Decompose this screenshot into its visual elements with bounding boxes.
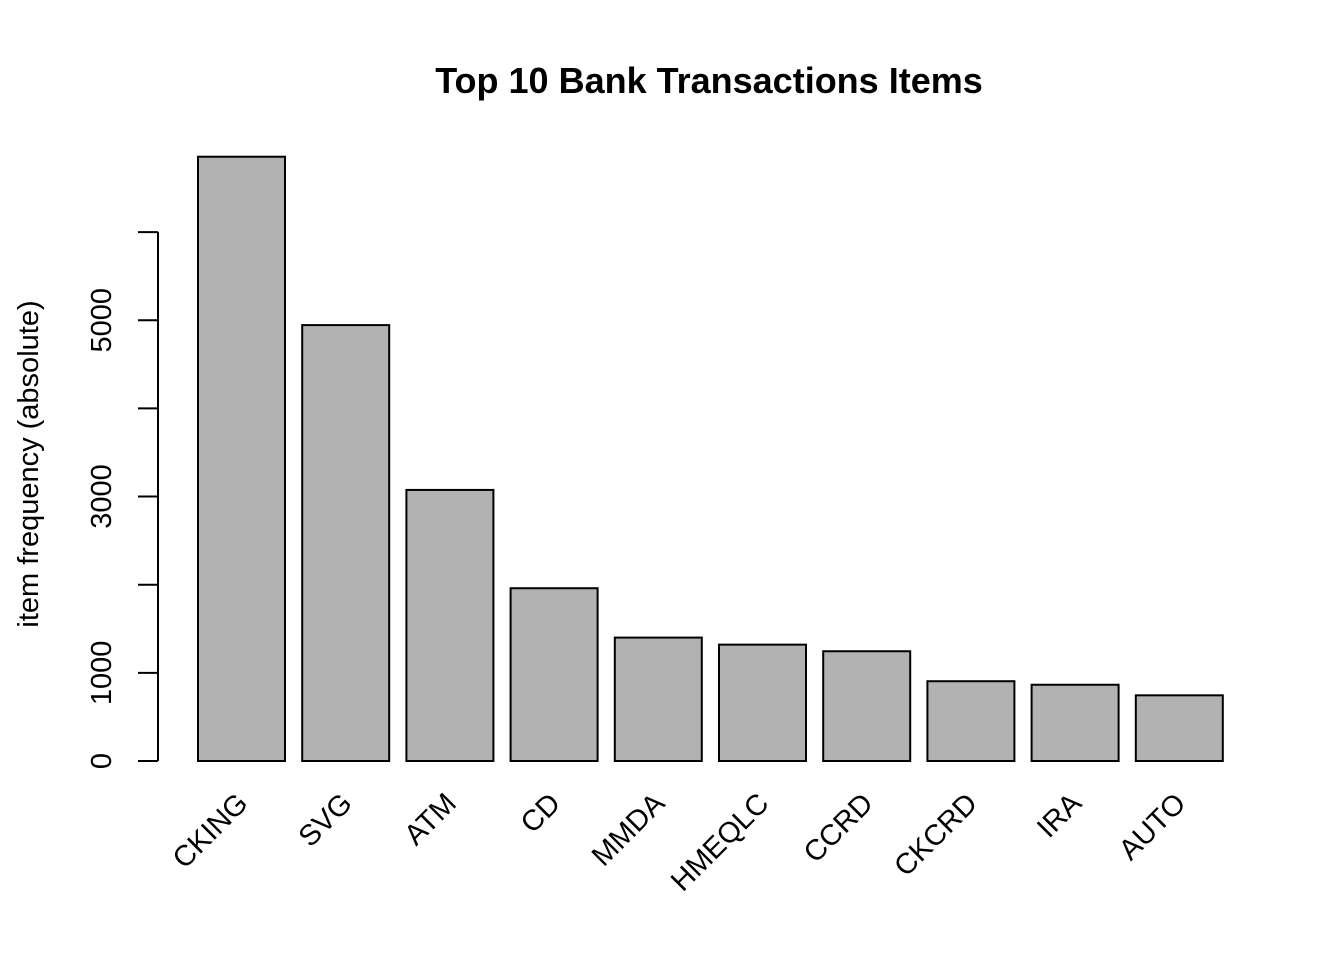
bar-mmda — [613, 636, 703, 763]
y-axis-label: item frequency (absolute) — [13, 300, 45, 627]
x-tick-label: HMEQLC — [665, 787, 775, 897]
y-tick-label: 0 — [86, 753, 118, 769]
bar-auto — [1134, 694, 1224, 762]
y-tick-label: 5000 — [86, 288, 118, 353]
bar-cking — [197, 155, 286, 762]
bar-ira — [1030, 683, 1120, 762]
x-tick-label: CKCRD — [888, 787, 984, 883]
bar-svg — [301, 324, 391, 762]
bar-ccrd — [822, 650, 912, 762]
y-axis: 0 1000 3000 5000 — [86, 231, 159, 769]
chart-title: Top 10 Bank Transactions Items — [435, 60, 983, 101]
x-tick-label: CCRD — [798, 787, 880, 869]
x-tick-label: CKING — [167, 787, 255, 875]
x-tick-label: ATM — [398, 787, 462, 851]
x-tick-label: IRA — [1031, 787, 1088, 844]
y-tick-label: 3000 — [86, 464, 118, 529]
bar-hmeqlc — [718, 643, 807, 763]
bars-group — [197, 155, 1224, 763]
bar-ckcrd — [926, 680, 1016, 762]
x-tick-label: AUTO — [1113, 787, 1192, 866]
y-tick-label: 1000 — [86, 641, 118, 706]
bar-cd — [509, 587, 599, 763]
x-tick-label: SVG — [293, 787, 359, 853]
x-tick-label: MMDA — [586, 787, 672, 873]
x-tick-label: CD — [515, 787, 567, 839]
bar-atm — [405, 488, 495, 762]
